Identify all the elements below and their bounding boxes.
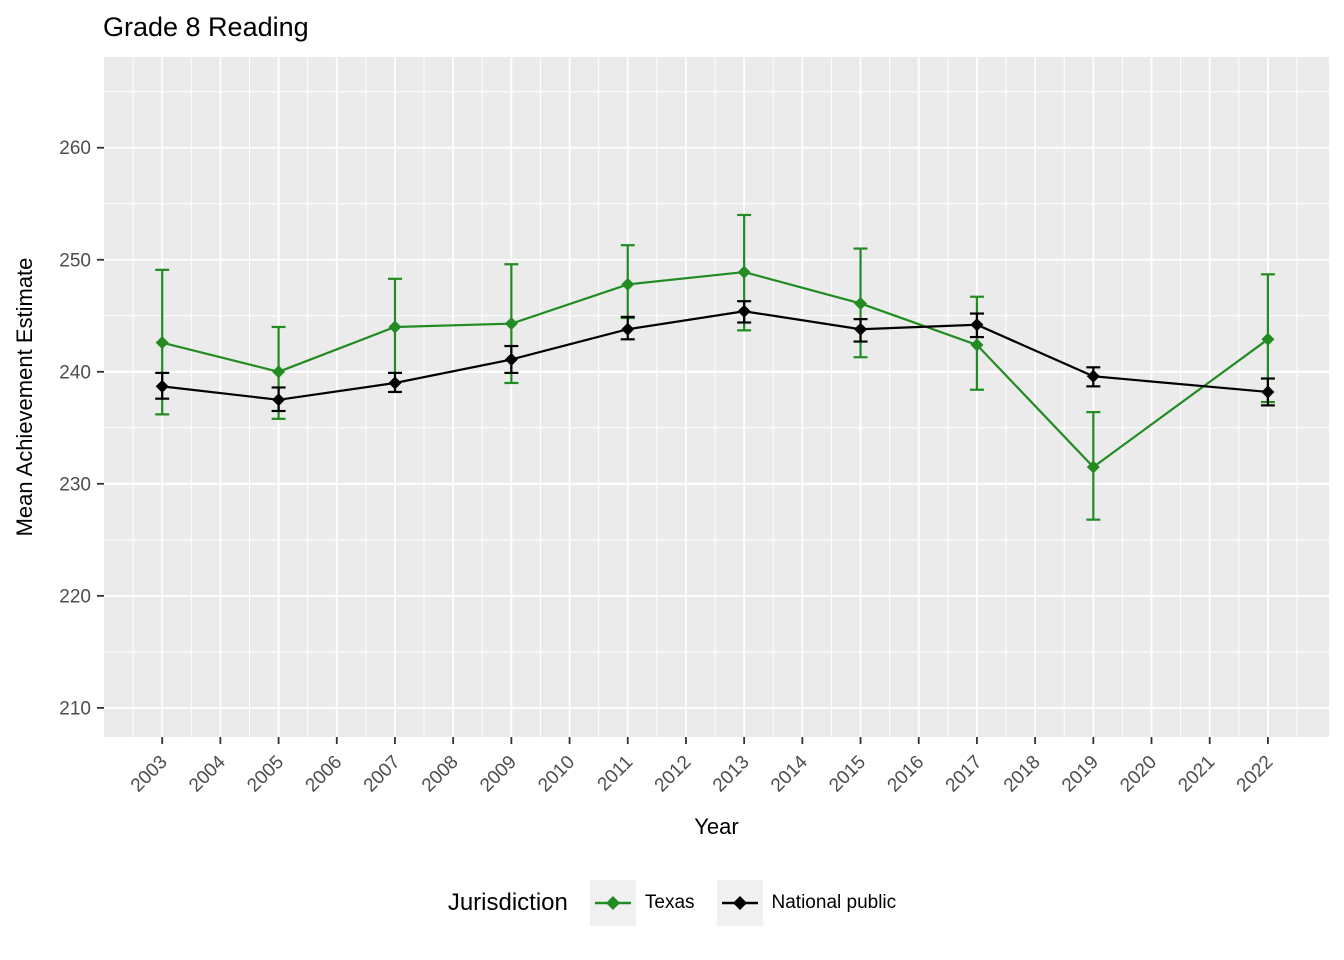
x-tick-label: 2005 (243, 752, 288, 797)
x-tick-label: 2017 (942, 752, 987, 797)
texas-point-2011 (621, 277, 635, 291)
texas-key-glyph (594, 896, 631, 910)
texas-point-2009 (504, 317, 518, 331)
texas-point-2005 (272, 365, 286, 379)
texas-point-2019 (1086, 460, 1100, 474)
x-tick-label: 2020 (1116, 752, 1161, 797)
national-public-line (162, 310, 1268, 401)
minor-gridlines (104, 57, 1329, 737)
legend-key-national-public (716, 880, 763, 926)
texas-point-2007 (388, 320, 402, 334)
national-public-point-2005 (272, 393, 286, 407)
x-tick-label: 2008 (418, 752, 463, 797)
legend-label-texas: Texas (644, 892, 695, 913)
x-tick-label: 2016 (884, 752, 929, 797)
national-public-point-2015 (854, 322, 868, 336)
x-tick-label: 2013 (709, 752, 754, 797)
y-tick-label: 230 (59, 474, 91, 495)
axis-ticks (97, 146, 1269, 744)
x-axis-title: Year (694, 814, 738, 839)
x-tick-label: 2007 (360, 752, 405, 797)
y-axis-title: Mean Achievement Estimate (12, 258, 37, 537)
legend-title: Jurisdiction (447, 889, 568, 916)
national-public-point-2003 (155, 379, 169, 393)
legend-key-texas (589, 880, 636, 926)
x-tick-label: 2009 (476, 752, 521, 797)
texas-point-2003 (155, 336, 169, 350)
x-tick-label: 2021 (1174, 752, 1219, 797)
x-tick-label: 2014 (767, 751, 812, 796)
y-tick-label: 210 (59, 698, 91, 719)
x-tick-label: 2015 (825, 752, 870, 797)
texas-points (155, 265, 1275, 474)
y-tick-label: 220 (59, 586, 91, 607)
panel-background (104, 57, 1329, 737)
texas-point-2022 (1261, 332, 1275, 346)
plot-title: Grade 8 Reading (103, 12, 309, 42)
legend-glyph-point (732, 896, 747, 910)
y-tick-label: 250 (59, 250, 91, 271)
x-tick-label: 2004 (185, 751, 230, 796)
texas-point-2015 (854, 296, 868, 310)
x-tick-label: 2012 (651, 752, 696, 797)
national-public-point-2009 (504, 352, 518, 366)
legend-label-national-public: National public (771, 892, 897, 913)
x-tick-label: 2003 (127, 752, 172, 797)
texas-line (161, 270, 1269, 469)
national-public-point-2022 (1261, 385, 1275, 399)
legend-items: Texas National public (589, 880, 897, 926)
y-tick-labels: 210 220 230 240 250 260 (59, 138, 91, 719)
legend-item-texas: Texas (589, 880, 695, 926)
x-tick-label: 2022 (1233, 752, 1278, 797)
x-tick-label: 2010 (534, 752, 579, 797)
national-public-point-2019 (1086, 369, 1100, 383)
y-tick-label: 240 (59, 362, 91, 383)
national-public-points (155, 304, 1275, 407)
x-tick-labels: 2003 2004 2005 2006 2007 2008 2009 2010 2011 2012… (127, 751, 1277, 796)
legend: Jurisdiction Texas National public (0, 880, 1344, 926)
x-tick-label: 2011 (594, 752, 638, 796)
texas-point-2017 (970, 338, 984, 352)
x-tick-label: 2018 (1000, 752, 1045, 797)
national-public-point-2011 (621, 322, 635, 336)
national-public-point-2017 (970, 318, 984, 332)
legend-item-national-public: National public (716, 880, 897, 926)
legend-glyph-point (605, 896, 620, 910)
texas-point-2013 (737, 265, 751, 279)
y-tick-label: 260 (59, 138, 91, 159)
national-public-point-2013 (737, 304, 751, 318)
national-public-point-2007 (388, 376, 402, 390)
x-tick-label: 2006 (302, 752, 347, 797)
x-tick-label: 2019 (1058, 752, 1103, 797)
national-public-key-glyph (721, 896, 758, 910)
